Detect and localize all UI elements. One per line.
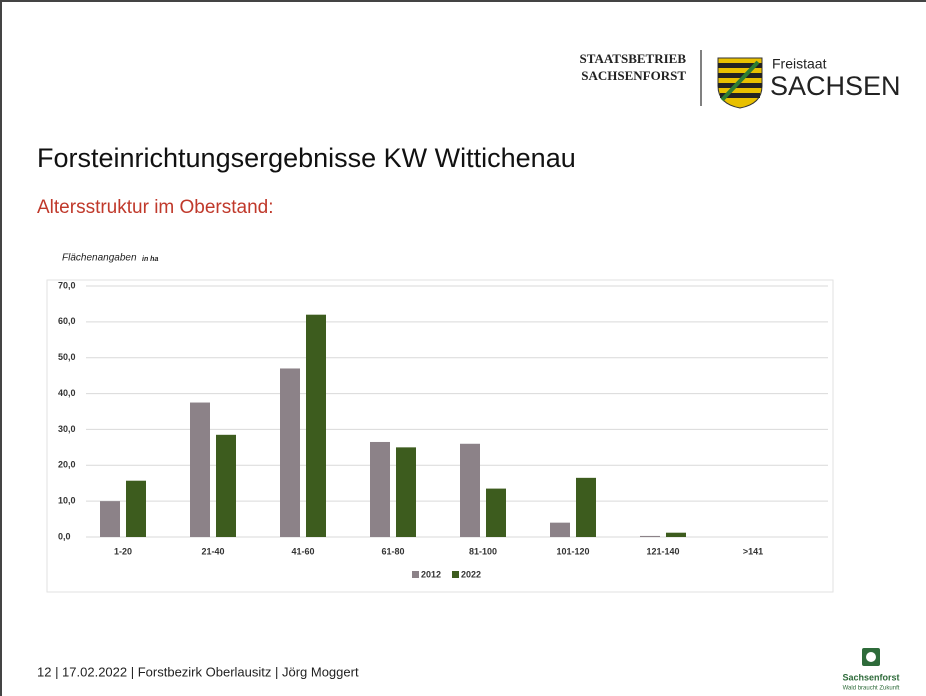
x-tick-label: 61-80 bbox=[381, 546, 404, 556]
footer-text: 12 | 17.02.2022 | Forstbezirk Oberlausit… bbox=[37, 664, 359, 679]
bar bbox=[216, 434, 236, 537]
shield bbox=[717, 57, 763, 109]
state-small: Freistaat bbox=[772, 56, 827, 72]
org-line2: SACHSENFORST bbox=[581, 68, 686, 83]
y-tick-label: 60,0 bbox=[58, 316, 76, 326]
x-tick-label: >141 bbox=[743, 546, 763, 556]
x-tick-label: 21-40 bbox=[201, 546, 224, 556]
x-tick-label: 1-20 bbox=[114, 546, 132, 556]
y-tick-label: 70,0 bbox=[58, 280, 76, 290]
legend-swatch bbox=[452, 571, 459, 578]
x-tick-label: 81-100 bbox=[469, 546, 497, 556]
bar bbox=[576, 477, 596, 537]
legend-swatch bbox=[412, 571, 419, 578]
y-unit: in ha bbox=[142, 256, 158, 263]
slide-subtitle: Altersstruktur im Oberstand: bbox=[37, 197, 274, 218]
bar bbox=[280, 368, 300, 537]
y-tick-label: 50,0 bbox=[58, 352, 76, 362]
chart-frame bbox=[46, 279, 834, 593]
state-big: SACHSEN bbox=[770, 71, 901, 101]
org-line1: STAATSBETRIEB bbox=[580, 51, 687, 66]
bar bbox=[100, 501, 120, 537]
footer-logo-slogan: Wald braucht Zukunft bbox=[843, 686, 900, 692]
legend-label: 2022 bbox=[461, 569, 481, 579]
bar bbox=[550, 522, 570, 537]
footer-logo-name: Sachsenforst bbox=[842, 672, 899, 682]
x-tick-label: 101-120 bbox=[556, 546, 589, 556]
y-tick-label: 0,0 bbox=[58, 531, 71, 541]
bar bbox=[640, 535, 660, 537]
bar bbox=[370, 441, 390, 537]
bar bbox=[126, 480, 146, 537]
slide-title: Forsteinrichtungsergebnisse KW Wittichen… bbox=[37, 143, 576, 173]
y-label: Flächenangaben bbox=[62, 253, 137, 264]
bar bbox=[460, 443, 480, 537]
x-tick-label: 41-60 bbox=[291, 546, 314, 556]
y-tick-label: 30,0 bbox=[58, 424, 76, 434]
x-tick-label: 121-140 bbox=[646, 546, 679, 556]
bar bbox=[666, 532, 686, 537]
bar bbox=[486, 488, 506, 537]
bar bbox=[306, 314, 326, 537]
legend-label: 2012 bbox=[421, 569, 441, 579]
footer-logo-icon bbox=[862, 648, 880, 666]
bar bbox=[396, 447, 416, 537]
y-tick-label: 10,0 bbox=[58, 496, 76, 506]
bar bbox=[190, 402, 210, 537]
y-tick-label: 40,0 bbox=[58, 388, 76, 398]
y-tick-label: 20,0 bbox=[58, 460, 76, 470]
